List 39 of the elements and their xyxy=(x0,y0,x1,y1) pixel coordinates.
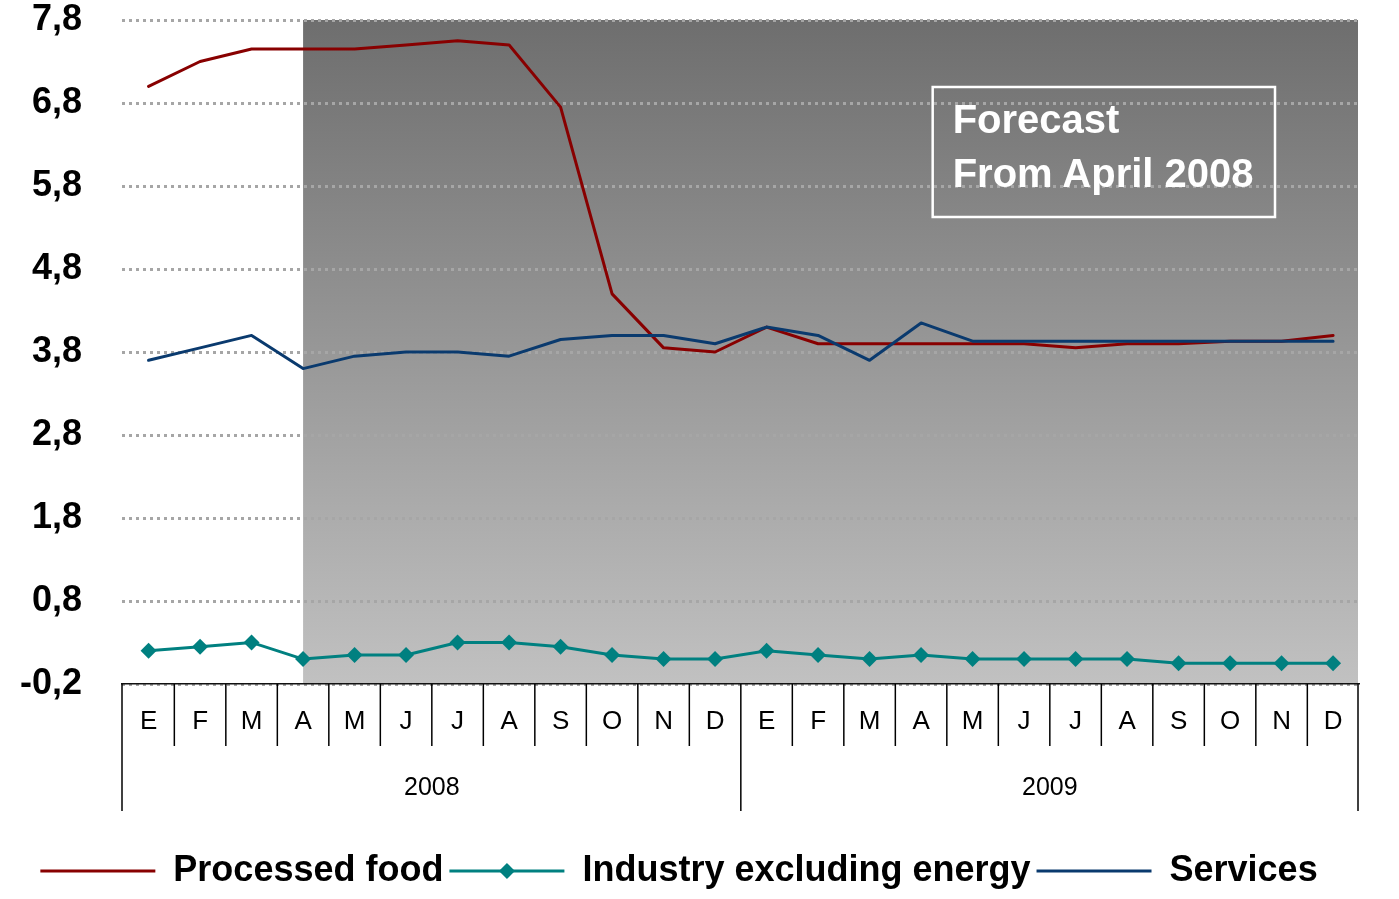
x-tick-label: 2009 xyxy=(1022,771,1078,800)
text: A xyxy=(1118,705,1137,736)
text: J xyxy=(399,705,413,736)
text: E xyxy=(139,705,158,736)
text: M xyxy=(343,705,366,736)
text: J xyxy=(451,705,465,736)
y-tick-label: 3,8 xyxy=(31,328,82,370)
text: O xyxy=(1219,705,1241,736)
text: A xyxy=(500,705,519,736)
legend-label: Processed food xyxy=(173,847,444,889)
text: A xyxy=(912,705,931,736)
x-tick-label: 2008 xyxy=(404,771,460,800)
text: J xyxy=(1017,705,1031,736)
y-tick-label: 7,8 xyxy=(31,0,82,38)
legend-label: Services xyxy=(1169,847,1318,889)
text: D xyxy=(1323,705,1343,736)
text: M xyxy=(858,705,881,736)
text: M xyxy=(961,705,984,736)
text: J xyxy=(1069,705,1083,736)
text: N xyxy=(1272,705,1291,736)
y-tick-label: 1,8 xyxy=(31,494,82,536)
y-tick-label: 0,8 xyxy=(31,577,82,619)
band-label: Forecast From April 2008 xyxy=(952,97,1254,195)
text: M xyxy=(240,705,263,736)
y-tick-label: 5,8 xyxy=(31,162,82,204)
text: S xyxy=(1169,705,1188,736)
y-tick-label: 6,8 xyxy=(31,79,82,121)
text: F xyxy=(192,705,209,736)
text: D xyxy=(705,705,725,736)
y-tick-label: 2,8 xyxy=(31,411,82,453)
y-tick-label: -0,2 xyxy=(19,660,82,702)
y-tick-label: 4,8 xyxy=(31,245,82,287)
text: A xyxy=(294,705,313,736)
text: O xyxy=(601,705,623,736)
text: E xyxy=(757,705,776,736)
text: F xyxy=(810,705,827,736)
text: S xyxy=(551,705,570,736)
text: N xyxy=(654,705,673,736)
legend-label: Industry excluding energy xyxy=(582,847,1031,889)
